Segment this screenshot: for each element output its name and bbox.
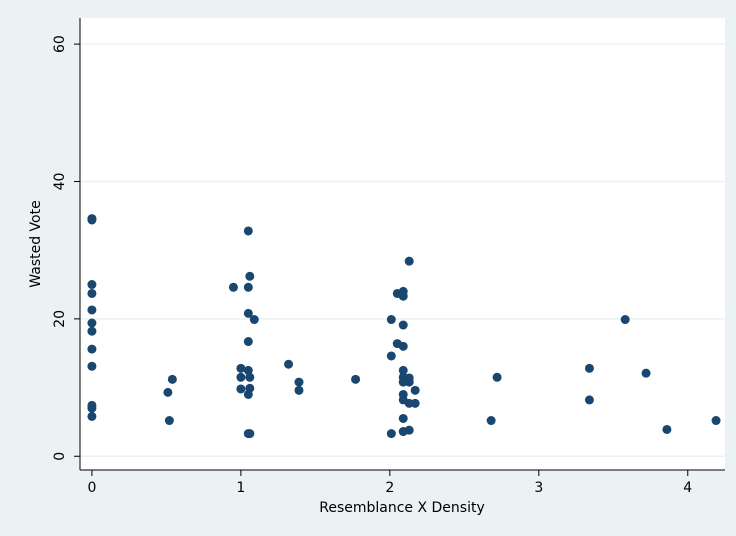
point (87, 288, 97, 298)
point (236, 363, 246, 373)
point (236, 372, 246, 382)
point (243, 308, 253, 318)
point (641, 368, 651, 378)
point (398, 341, 408, 351)
point (163, 387, 173, 397)
point (167, 374, 177, 384)
x-tick-label: 3 (534, 480, 543, 496)
point (662, 424, 672, 434)
y-tick-label: 40 (52, 173, 68, 191)
point (87, 215, 97, 225)
point (294, 377, 304, 387)
point (243, 389, 253, 399)
point (620, 315, 630, 325)
point (584, 395, 594, 405)
point (243, 226, 253, 236)
point (87, 305, 97, 315)
x-tick-label: 0 (87, 480, 96, 496)
point (386, 351, 396, 361)
point (398, 365, 408, 375)
y-tick-label: 0 (52, 452, 68, 461)
point (398, 320, 408, 330)
point (386, 315, 396, 325)
point (398, 291, 408, 301)
point (243, 282, 253, 292)
point (228, 282, 238, 292)
point (87, 403, 97, 413)
point (398, 413, 408, 423)
point (410, 398, 420, 408)
point (87, 411, 97, 421)
point (249, 315, 259, 325)
point (404, 256, 414, 266)
point (294, 385, 304, 395)
point (284, 359, 294, 369)
point (711, 416, 721, 426)
x-tick-label: 1 (236, 480, 245, 496)
point (87, 361, 97, 371)
point (486, 416, 496, 426)
point (236, 384, 246, 394)
point (87, 280, 97, 290)
x-axis-label: Resemblance X Density (319, 500, 485, 516)
x-tick-label: 2 (385, 480, 394, 496)
point (404, 377, 414, 387)
y-tick-label: 60 (52, 35, 68, 53)
point (243, 365, 253, 375)
point (87, 344, 97, 354)
point (87, 326, 97, 336)
point (245, 429, 255, 439)
point (245, 271, 255, 281)
point (87, 318, 97, 328)
point (584, 363, 594, 373)
point (410, 385, 420, 395)
point (164, 416, 174, 426)
point (351, 374, 361, 384)
point (386, 429, 396, 439)
point (245, 372, 255, 382)
point (398, 427, 408, 437)
point (492, 372, 502, 382)
y-tick-label: 20 (52, 310, 68, 328)
y-axis-label: Wasted Vote (28, 200, 44, 287)
x-tick-label: 4 (683, 480, 692, 496)
point (243, 337, 253, 347)
